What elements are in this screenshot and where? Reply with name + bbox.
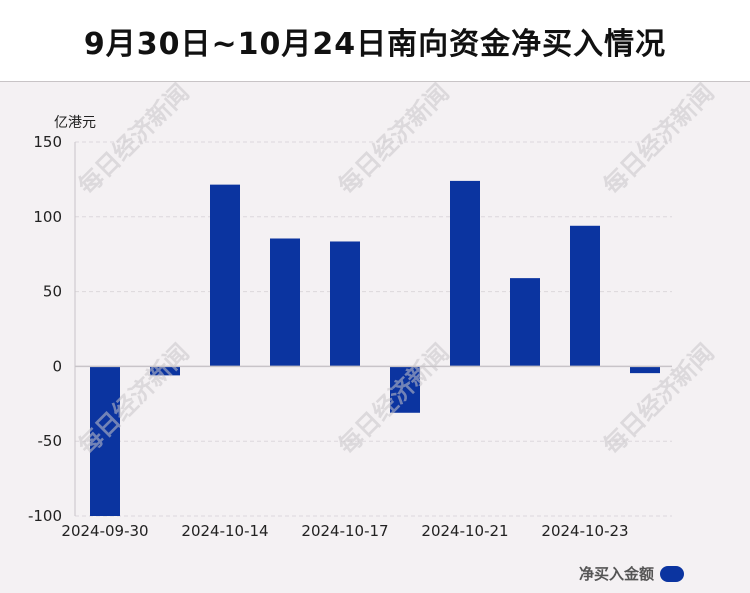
chart-title: 9月30日~10月24日南向资金净买入情况 <box>83 26 667 62</box>
x-tick-label: 2024-10-21 <box>421 522 508 540</box>
title-bar: 9月30日~10月24日南向资金净买入情况 <box>0 0 750 82</box>
y-axis-unit-label: 亿港元 <box>54 115 96 131</box>
y-tick-label: 50 <box>43 283 62 301</box>
bar <box>150 366 180 376</box>
y-tick-label: -50 <box>38 432 63 450</box>
bar <box>450 180 480 367</box>
x-tick-label: 2024-10-23 <box>541 522 628 540</box>
bar <box>390 366 420 413</box>
y-tick-label: 100 <box>33 208 62 226</box>
bar <box>90 366 120 516</box>
bar <box>570 225 600 367</box>
x-tick-label: 2024-10-14 <box>181 522 268 540</box>
y-tick-label: 0 <box>52 357 62 375</box>
y-tick-label: 150 <box>33 133 62 151</box>
legend: 净买入金额 <box>579 563 684 584</box>
legend-label: 净买入金额 <box>578 565 654 583</box>
x-tick-label: 2024-09-30 <box>61 522 148 540</box>
legend-swatch <box>660 565 684 582</box>
bar <box>210 184 240 367</box>
x-tick-label: 2024-10-17 <box>301 522 388 540</box>
bar <box>330 241 360 367</box>
y-tick-label: -100 <box>28 507 62 525</box>
bar <box>630 366 660 374</box>
bar <box>510 278 540 367</box>
bar <box>270 238 300 367</box>
